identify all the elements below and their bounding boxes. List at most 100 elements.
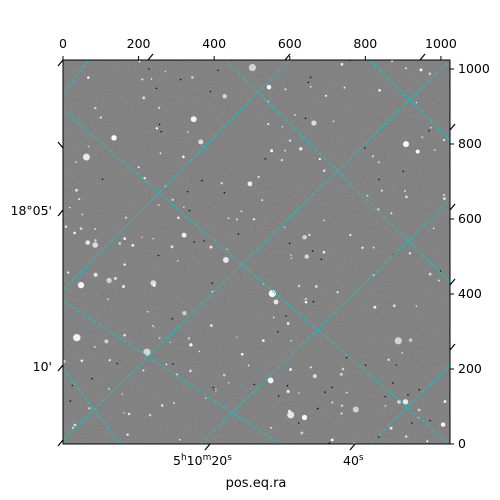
- world-axis-ticks: [57, 53, 456, 451]
- dark-pixel: [148, 68, 150, 70]
- star: [403, 141, 409, 148]
- star: [113, 276, 117, 280]
- star: [146, 310, 149, 313]
- star: [118, 242, 122, 245]
- star: [297, 284, 301, 288]
- star: [88, 407, 91, 410]
- star: [138, 60, 141, 63]
- star: [443, 400, 447, 403]
- star: [158, 337, 161, 339]
- star: [409, 338, 413, 342]
- star: [92, 242, 99, 248]
- star: [298, 392, 300, 394]
- star: [428, 72, 432, 76]
- star: [415, 305, 418, 307]
- star: [67, 271, 70, 274]
- star: [93, 346, 96, 348]
- star: [304, 297, 307, 300]
- star: [155, 127, 159, 130]
- dark-pixel: [201, 179, 203, 182]
- dark-pixel: [304, 117, 307, 120]
- star: [126, 433, 129, 436]
- world-tick: [284, 53, 291, 61]
- dec-tick-label-2: 10': [33, 359, 52, 374]
- world-tick: [57, 141, 64, 149]
- star: [142, 96, 146, 100]
- star: [176, 373, 179, 376]
- dark-pixel: [277, 331, 279, 333]
- star: [198, 139, 204, 145]
- star: [330, 438, 334, 442]
- star: [148, 413, 152, 417]
- star: [343, 86, 346, 89]
- world-tick: [57, 59, 64, 67]
- dark-pixel: [297, 422, 300, 424]
- star: [158, 106, 161, 109]
- star: [261, 339, 265, 342]
- star: [440, 422, 446, 427]
- star: [170, 245, 174, 249]
- grid-line: [369, 364, 450, 444]
- star: [299, 147, 303, 151]
- grid-line: [369, 60, 450, 141]
- grid-line: [199, 199, 450, 444]
- grid-line: [63, 367, 121, 444]
- star: [300, 431, 304, 435]
- star: [71, 426, 74, 429]
- star: [266, 84, 272, 90]
- dark-pixel: [160, 130, 162, 133]
- star: [323, 219, 326, 222]
- grid-line: [63, 60, 450, 441]
- star: [122, 285, 125, 288]
- grid-line: [63, 109, 450, 444]
- dark-pixel: [286, 384, 289, 387]
- dark-pixel: [71, 384, 74, 387]
- dark-pixel: [312, 300, 315, 303]
- star: [371, 155, 374, 158]
- star: [106, 277, 112, 284]
- dark-pixel: [345, 356, 348, 359]
- star: [81, 213, 84, 216]
- star: [390, 60, 394, 63]
- dark-pixel: [429, 419, 431, 422]
- star: [210, 324, 213, 327]
- star: [164, 70, 167, 73]
- star: [341, 367, 345, 371]
- dark-pixel: [320, 258, 323, 261]
- star: [314, 285, 318, 288]
- world-tick: [419, 53, 426, 61]
- star: [186, 131, 189, 133]
- star: [182, 206, 185, 209]
- star: [236, 218, 238, 221]
- star: [318, 157, 321, 161]
- star: [94, 227, 97, 231]
- star: [290, 257, 293, 260]
- star: [142, 369, 145, 372]
- star: [340, 63, 344, 66]
- star: [301, 414, 308, 421]
- star: [227, 382, 230, 384]
- dark-pixel: [392, 382, 394, 384]
- dark-pixel: [158, 123, 161, 126]
- ra-tick-label-1: 5h10m20s: [173, 453, 232, 468]
- star: [284, 149, 287, 152]
- x-pixel-tick-label: 400: [202, 36, 226, 51]
- star: [389, 426, 393, 430]
- star: [311, 120, 317, 126]
- star: [182, 311, 187, 316]
- dark-pixel: [237, 233, 240, 235]
- star: [280, 159, 283, 162]
- star: [82, 153, 90, 161]
- star: [309, 85, 312, 88]
- star: [394, 337, 402, 345]
- star: [345, 391, 348, 394]
- star: [87, 76, 90, 79]
- star: [181, 232, 187, 238]
- x-axis-title: pos.eq.ra: [226, 476, 287, 491]
- star: [377, 161, 380, 164]
- star: [372, 246, 375, 249]
- star: [123, 412, 125, 414]
- star: [408, 252, 411, 255]
- y-pixel-tick-label: 800: [458, 136, 482, 151]
- grid-line: [224, 60, 450, 283]
